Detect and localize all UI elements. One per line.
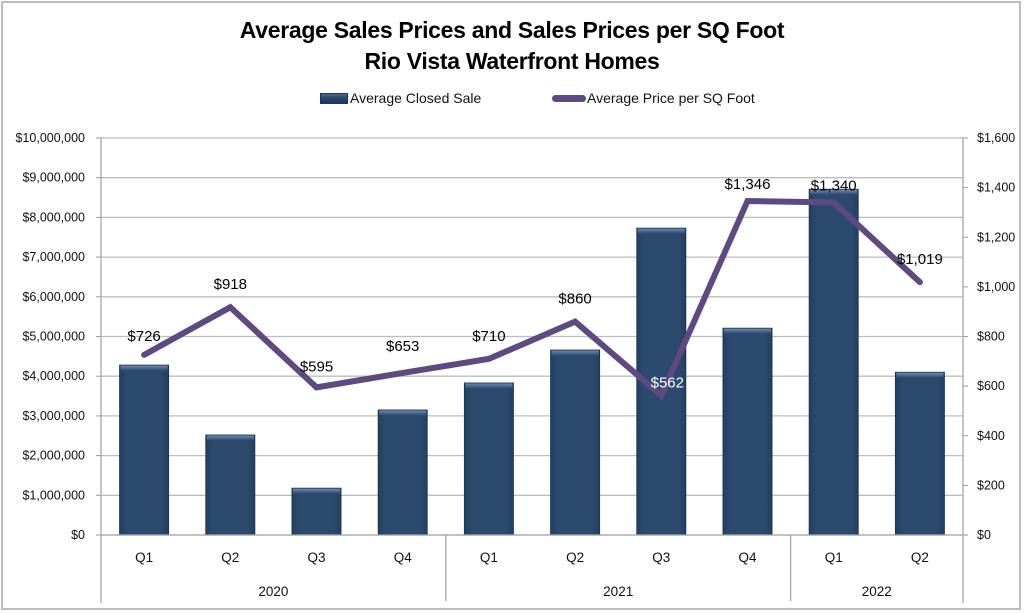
bar-bevel — [551, 350, 599, 356]
left-axis-tick-label: $9,000,000 — [22, 171, 85, 185]
bar-body — [119, 364, 170, 536]
legend-label: Average Price per SQ Foot — [587, 90, 755, 106]
bar-bevel — [120, 365, 168, 371]
bar-bevel — [723, 328, 772, 334]
left-axis-tick-label: $2,000,000 — [22, 449, 85, 463]
x-axis-category-label: Q2 — [911, 550, 929, 565]
bar-body — [722, 327, 773, 536]
chart-title: Average Sales Prices and Sales Prices pe… — [239, 17, 785, 43]
x-axis-category-label: Q1 — [480, 550, 498, 565]
line-data-label: $595 — [300, 358, 333, 375]
chart-subtitle: Rio Vista Waterfront Homes — [364, 48, 660, 74]
legend-item-average-price-per-sq-foot: Average Price per SQ Foot — [552, 89, 755, 107]
line-data-label: $1,019 — [897, 251, 943, 268]
left-axis-tick-label: $7,000,000 — [22, 250, 85, 264]
right-axis-tick-label: $600 — [977, 379, 1005, 393]
left-axis-tick-label: $10,000,000 — [15, 131, 85, 145]
bar — [894, 371, 945, 536]
x-axis-category-label: Q2 — [221, 550, 239, 565]
x-axis-group-label: 2020 — [258, 584, 288, 599]
price-per-sqft-line — [141, 197, 923, 401]
line-data-label: $1,340 — [811, 178, 857, 195]
left-axis-tick-label: $4,000,000 — [22, 369, 85, 383]
line-data-label: $653 — [386, 338, 419, 355]
bar-bevel — [292, 488, 341, 494]
bar — [291, 487, 342, 536]
legend-bar-swatch — [320, 92, 348, 104]
line-data-label: $726 — [127, 328, 160, 345]
bar — [205, 434, 256, 536]
line-data-label: $860 — [558, 291, 591, 308]
right-axis-tick-label: $200 — [977, 478, 1005, 492]
bar-body — [205, 434, 256, 536]
right-axis-tick-label: $400 — [977, 429, 1005, 443]
bar — [550, 349, 601, 536]
line-data-label: $918 — [214, 276, 247, 293]
legend-item-average-closed-sale: Average Closed Sale — [320, 89, 481, 107]
line-data-label: $1,346 — [725, 176, 771, 193]
right-axis-tick-label: $1,000 — [977, 280, 1015, 294]
bar-body — [550, 349, 601, 536]
x-axis-category-label: Q3 — [307, 550, 325, 565]
right-axis-tick-label: $1,400 — [977, 181, 1015, 195]
x-axis-group-label: 2022 — [862, 584, 892, 599]
x-axis-group-label: 2021 — [603, 584, 633, 599]
line-data-label: $710 — [472, 328, 505, 345]
bar-body — [291, 487, 342, 536]
x-axis-category-label: Q3 — [652, 550, 670, 565]
x-axis-category-label: Q4 — [738, 550, 757, 565]
bar — [808, 188, 859, 536]
x-axis-category-label: Q2 — [566, 550, 584, 565]
left-axis-tick-label: $6,000,000 — [22, 290, 85, 304]
bar — [119, 364, 170, 536]
right-axis-tick-label: $0 — [977, 528, 991, 542]
left-axis-tick-label: $5,000,000 — [22, 330, 85, 344]
bar-bevel — [379, 410, 427, 416]
x-axis-category-label: Q1 — [825, 550, 843, 565]
line-data-label: $562 — [651, 375, 684, 392]
bar-bevel — [465, 383, 513, 389]
bar-body — [463, 382, 514, 536]
bar-body — [808, 188, 859, 536]
bar — [463, 382, 514, 536]
right-axis-tick-label: $1,600 — [977, 131, 1015, 145]
bar-bevel — [206, 435, 254, 441]
legend-label: Average Closed Sale — [350, 90, 482, 106]
bar-body — [377, 409, 428, 536]
right-axis-tick-label: $1,200 — [977, 230, 1015, 244]
left-axis-tick-label: $8,000,000 — [22, 210, 85, 224]
bar-bevel — [810, 189, 858, 195]
x-axis-category-label: Q4 — [394, 550, 413, 565]
right-axis-tick-label: $800 — [977, 330, 1005, 344]
bar-body — [894, 371, 945, 536]
x-axis-category-label: Q1 — [135, 550, 153, 565]
bar — [377, 409, 428, 536]
left-axis-tick-label: $0 — [71, 528, 85, 542]
bar-bevel — [896, 372, 944, 378]
legend-line-swatch — [552, 94, 586, 102]
left-axis-tick-label: $1,000,000 — [22, 488, 85, 502]
bar — [722, 327, 773, 536]
left-axis-tick-label: $3,000,000 — [22, 409, 85, 423]
bar-bevel — [637, 228, 685, 234]
